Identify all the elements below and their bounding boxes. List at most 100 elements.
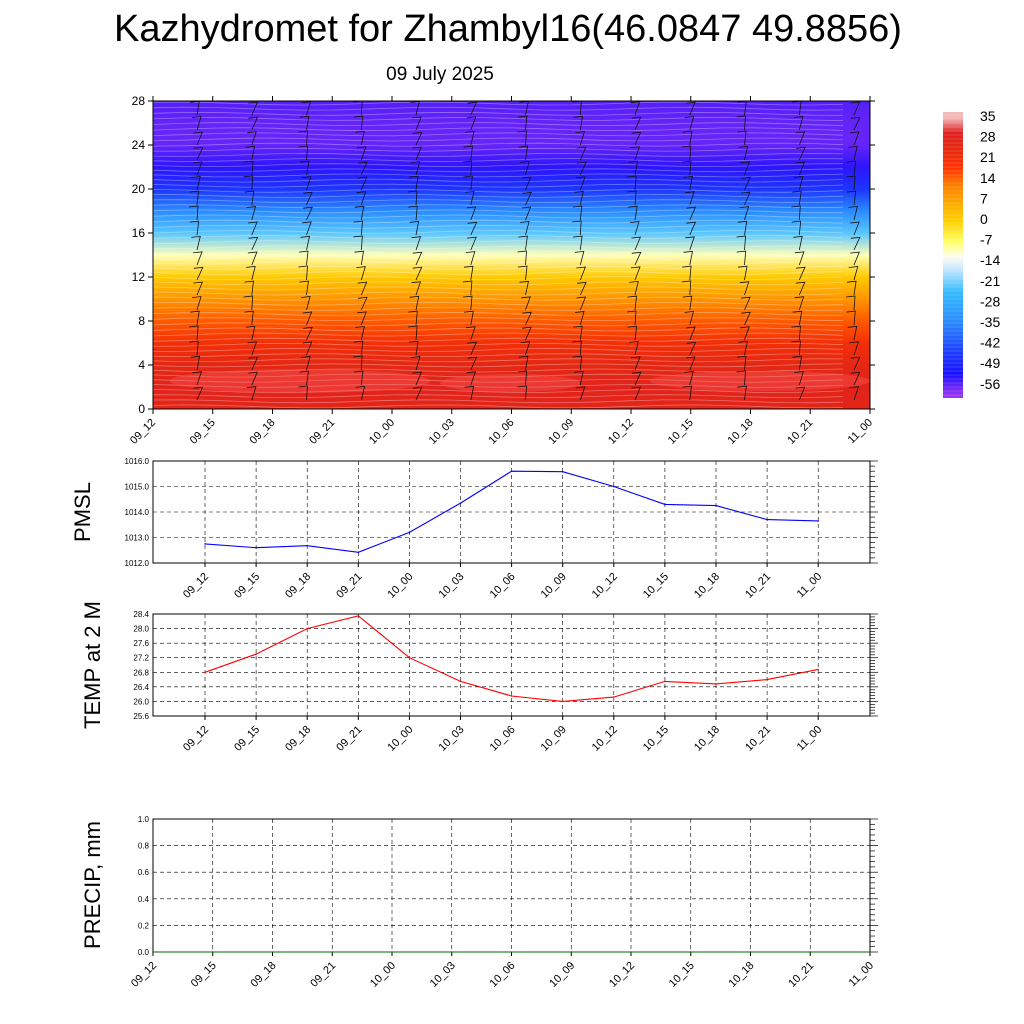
wind-barb (191, 296, 202, 311)
wind-barb (517, 250, 527, 266)
x-tick-label: 10_15 (666, 417, 696, 447)
x-tick-label: 10_18 (726, 417, 756, 447)
wind-barb (794, 251, 805, 266)
wind-barb (298, 145, 309, 161)
wind-barb (518, 235, 528, 251)
data-point (211, 951, 214, 953)
contour-line (152, 199, 844, 204)
wind-barb (462, 280, 473, 296)
wind-barb (576, 176, 586, 191)
contour-line (152, 122, 844, 127)
wind-barb (357, 161, 368, 176)
wind-barb (412, 146, 422, 161)
wind-barb (412, 116, 422, 131)
wind-barb (410, 161, 421, 176)
x-tick-label: 09_15 (232, 571, 262, 601)
wind-barb (631, 251, 642, 266)
wind-barb (736, 235, 747, 251)
wind-barb (353, 220, 363, 236)
x-tick-label: 10_03 (437, 571, 467, 601)
wind-barb (522, 191, 532, 206)
precip-panel: 0.0 0.2 0.4 0.6 0.8 1.0 09_12 09_15 09_18 09_21 10… (80, 815, 878, 990)
wind-barb (630, 356, 641, 371)
x-tick-label: 10_06 (488, 571, 518, 601)
data-point (570, 951, 573, 953)
wind-barb (741, 176, 751, 191)
wind-barb (412, 266, 423, 281)
data-point (613, 696, 615, 698)
wind-barb (795, 386, 806, 401)
wind-barb (520, 221, 530, 236)
wind-barb (465, 251, 476, 266)
y-tick-label: 1012.0 (125, 559, 150, 568)
y-tick-label: 0.8 (138, 842, 150, 851)
data-point (331, 951, 334, 953)
wind-barb (629, 340, 639, 356)
wind-barb (631, 116, 642, 131)
wind-barb (795, 161, 806, 176)
wind-barb (409, 340, 419, 356)
wind-barb (247, 341, 258, 356)
data-point (510, 695, 513, 697)
wind-barb (355, 325, 365, 341)
wind-barb (522, 326, 532, 341)
wind-barb (412, 251, 423, 266)
wind-barb (193, 386, 204, 401)
wind-barb (630, 146, 640, 161)
contour-line (152, 240, 844, 245)
wind-barb (466, 206, 477, 221)
wind-barb (574, 370, 584, 386)
wind-barb (627, 295, 638, 311)
x-tick-label: 09_12 (181, 724, 211, 754)
wind-barb (682, 265, 692, 281)
wind-barb (850, 356, 861, 371)
wind-barb (243, 175, 254, 191)
x-tick-label: 10_12 (590, 724, 620, 754)
wind-barb (631, 131, 642, 146)
wind-barb (685, 191, 695, 206)
contour-line (152, 348, 844, 352)
wind-barb (300, 235, 311, 251)
wind-barb (192, 251, 203, 266)
wind-barb (574, 311, 585, 326)
colorbar-label: -14 (980, 252, 1000, 268)
contour-line (152, 101, 844, 106)
y-tick-label: 28 (132, 94, 146, 108)
wind-barbs (188, 100, 861, 401)
contour-line (152, 183, 844, 188)
x-tick-label: 10_09 (539, 571, 569, 601)
wind-barb (412, 131, 423, 146)
wind-barb (193, 266, 204, 281)
wind-barb (246, 265, 256, 281)
wind-barb (848, 145, 858, 161)
wind-barb (738, 340, 749, 356)
wind-barb (681, 145, 692, 161)
data-point (817, 668, 819, 671)
y-tick-label: 0 (138, 402, 145, 416)
wind-barb (682, 385, 692, 401)
wind-barb (573, 235, 583, 251)
contour-line (152, 132, 844, 137)
y-tick-label: 1015.0 (125, 483, 150, 492)
data-point (561, 470, 564, 473)
wind-barb (246, 386, 257, 401)
y-tick-label: 16 (132, 226, 146, 240)
wind-barb (243, 295, 254, 311)
warm-cell (170, 369, 430, 393)
x-tick-label: 11_00 (795, 724, 825, 754)
wind-barb (464, 310, 474, 326)
wind-barb (628, 205, 638, 221)
data-point (408, 656, 411, 659)
wind-barb (521, 296, 531, 311)
wind-barb (298, 265, 308, 281)
wind-barb (576, 161, 587, 176)
wind-barb (189, 190, 200, 206)
wind-barb (248, 116, 259, 131)
data-point (809, 951, 812, 953)
wind-barb (791, 340, 801, 356)
wind-barb (409, 175, 419, 191)
colorbar-label: 28 (980, 129, 996, 145)
y-tick-label: 4 (138, 358, 145, 372)
wind-barb (191, 116, 202, 131)
wind-barb (795, 281, 806, 296)
